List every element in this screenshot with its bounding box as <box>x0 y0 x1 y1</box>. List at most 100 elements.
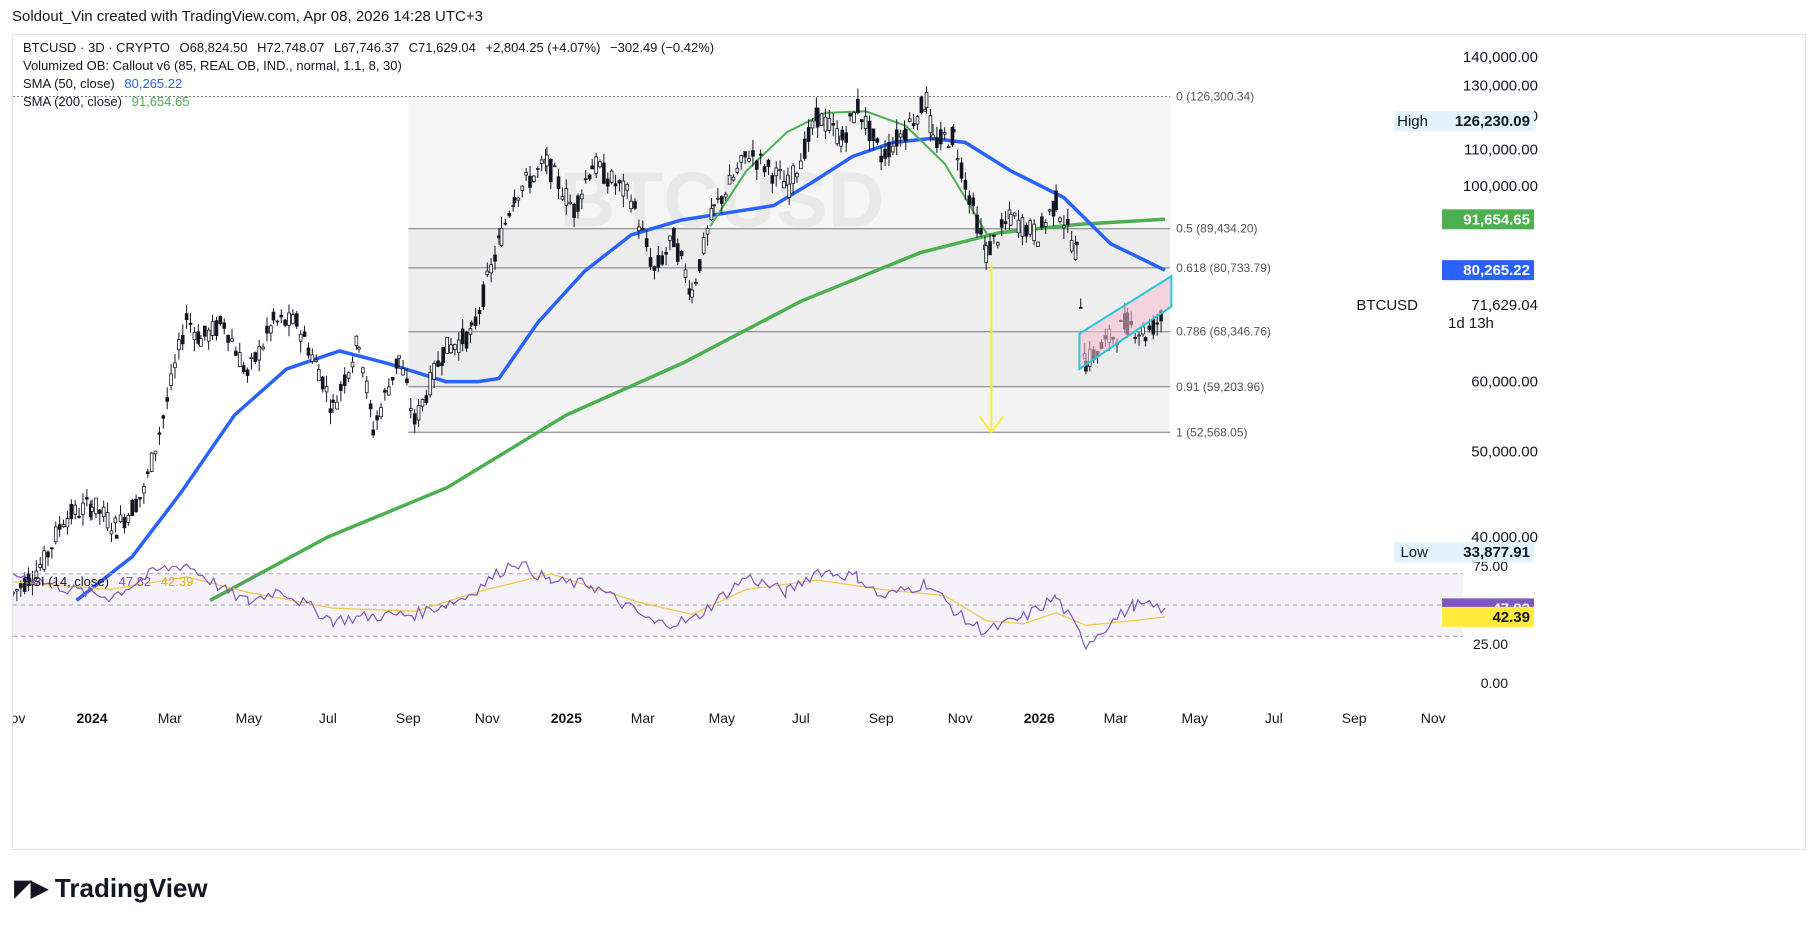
candle[interactable] <box>539 159 544 164</box>
candle[interactable] <box>386 386 391 396</box>
candle[interactable] <box>545 154 549 167</box>
candle[interactable] <box>90 506 94 512</box>
legend-ob-indicator[interactable]: Volumized OB: Callout v6 (85, REAL OB, I… <box>23 58 402 73</box>
candle[interactable] <box>428 372 433 396</box>
candle[interactable] <box>287 312 291 326</box>
candle[interactable] <box>679 250 684 257</box>
sma200-series[interactable] <box>209 217 1166 602</box>
time-axis-label[interactable]: Jul <box>319 710 337 726</box>
candle[interactable] <box>149 452 154 472</box>
candle[interactable] <box>835 128 839 145</box>
candle[interactable] <box>379 407 383 418</box>
candle[interactable] <box>564 188 569 206</box>
rsi-label[interactable]: RSI (14, close) <box>23 574 109 589</box>
candle[interactable] <box>269 325 273 334</box>
candle[interactable] <box>1024 225 1029 237</box>
candle[interactable] <box>887 142 891 158</box>
candle[interactable] <box>938 129 943 145</box>
candle[interactable] <box>18 583 23 589</box>
candle[interactable] <box>580 193 584 200</box>
candle[interactable] <box>988 241 992 256</box>
candle[interactable] <box>683 269 688 278</box>
candle[interactable] <box>613 183 618 187</box>
candle[interactable] <box>1143 337 1148 342</box>
candle[interactable] <box>609 170 614 183</box>
candle[interactable] <box>432 362 436 380</box>
candle[interactable] <box>302 331 307 337</box>
candle[interactable] <box>652 266 657 271</box>
candle[interactable] <box>852 112 856 124</box>
tradingview-brand[interactable]: ◤▶ TradingView <box>14 873 208 904</box>
candle[interactable] <box>464 331 469 349</box>
candle[interactable] <box>184 313 189 321</box>
candle[interactable] <box>375 415 379 421</box>
time-axis-label[interactable]: Nov <box>475 710 500 726</box>
candle[interactable] <box>234 350 238 356</box>
candle[interactable] <box>731 176 736 181</box>
candle[interactable] <box>226 334 230 343</box>
candle[interactable] <box>971 197 975 207</box>
candle[interactable] <box>364 380 369 394</box>
channel-annotation[interactable] <box>1078 274 1173 371</box>
candle[interactable] <box>935 137 939 149</box>
candle[interactable] <box>1020 217 1025 237</box>
legend-sma50-label[interactable]: SMA (50, close) <box>23 76 115 91</box>
candle[interactable] <box>625 184 630 191</box>
candle[interactable] <box>511 205 515 207</box>
candle[interactable] <box>975 214 979 234</box>
candle[interactable] <box>863 115 868 129</box>
candle[interactable] <box>712 204 716 207</box>
candle[interactable] <box>999 219 1004 228</box>
candle[interactable] <box>468 328 473 335</box>
candle[interactable] <box>594 156 598 174</box>
candle[interactable] <box>294 313 299 327</box>
candle[interactable] <box>113 517 118 524</box>
candle[interactable] <box>516 197 521 201</box>
candle[interactable] <box>346 372 351 379</box>
candle[interactable] <box>320 376 325 390</box>
candle[interactable] <box>298 333 303 342</box>
candle[interactable] <box>984 245 988 263</box>
sma50-series[interactable] <box>75 136 1166 602</box>
candle[interactable] <box>157 432 162 435</box>
candle[interactable] <box>138 497 142 500</box>
candle[interactable] <box>126 515 131 523</box>
candle[interactable] <box>568 201 572 205</box>
candle[interactable] <box>735 167 740 173</box>
time-axis-label[interactable]: Jul <box>1265 710 1283 726</box>
candle[interactable] <box>98 509 102 514</box>
candle[interactable] <box>390 376 395 381</box>
candle[interactable] <box>727 174 732 185</box>
candle[interactable] <box>690 289 694 298</box>
candle[interactable] <box>810 120 815 129</box>
candle[interactable] <box>762 166 767 173</box>
candle[interactable] <box>754 160 759 170</box>
candle[interactable] <box>109 530 114 535</box>
candle[interactable] <box>709 207 714 221</box>
candle[interactable] <box>153 450 158 455</box>
candle[interactable] <box>602 162 606 184</box>
candle[interactable] <box>169 373 173 386</box>
candle[interactable] <box>473 316 478 326</box>
candle[interactable] <box>751 150 755 157</box>
candle[interactable] <box>583 178 588 181</box>
candle[interactable] <box>230 338 234 342</box>
candle[interactable] <box>512 196 517 204</box>
candle[interactable] <box>844 132 848 143</box>
time-axis-label[interactable]: Sep <box>1342 710 1367 726</box>
candle[interactable] <box>241 365 246 373</box>
candle[interactable] <box>928 115 933 134</box>
candle[interactable] <box>65 518 70 528</box>
candle[interactable] <box>859 119 864 123</box>
candle[interactable] <box>758 153 763 156</box>
price-series[interactable] <box>13 86 1163 602</box>
candle[interactable] <box>701 237 706 254</box>
candle[interactable] <box>907 118 912 122</box>
candle[interactable] <box>1062 225 1066 229</box>
candle[interactable] <box>13 591 15 595</box>
rsi-ma-line[interactable] <box>13 573 1166 626</box>
candle[interactable] <box>469 322 474 326</box>
candle[interactable] <box>799 160 803 170</box>
candle[interactable] <box>416 405 421 421</box>
candle[interactable] <box>1078 306 1083 309</box>
